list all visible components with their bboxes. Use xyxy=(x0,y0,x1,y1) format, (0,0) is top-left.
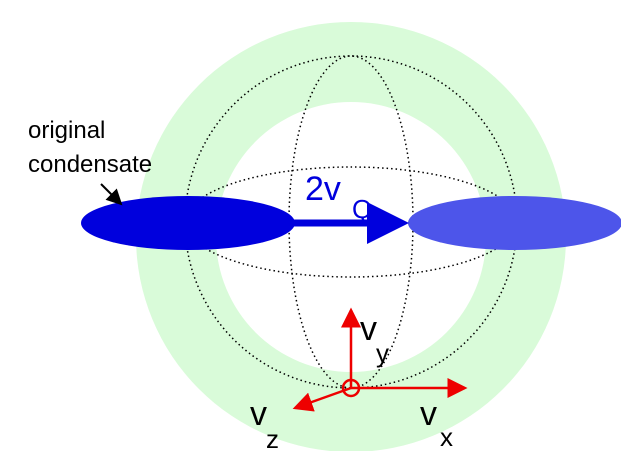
velocity-subscript: Q xyxy=(352,194,372,224)
pointer-arrow xyxy=(101,184,121,204)
axis-label: v xyxy=(420,395,437,433)
axis-subscript: x xyxy=(440,422,453,451)
axis-label: v xyxy=(360,310,377,348)
axis-label: v xyxy=(250,395,267,433)
velocity-label: 2v xyxy=(305,170,341,208)
moving-condensate xyxy=(408,196,621,250)
diagram: original condensate 2v Q v y v z v x xyxy=(0,0,621,451)
annotation-text: original xyxy=(28,117,105,144)
original-condensate xyxy=(81,196,295,250)
axis-subscript: z xyxy=(266,424,279,451)
axis-subscript: y xyxy=(376,338,389,368)
annotation-text: condensate xyxy=(28,151,152,178)
page: original condensate 2v Q v y v z v x (()… xyxy=(0,0,621,451)
